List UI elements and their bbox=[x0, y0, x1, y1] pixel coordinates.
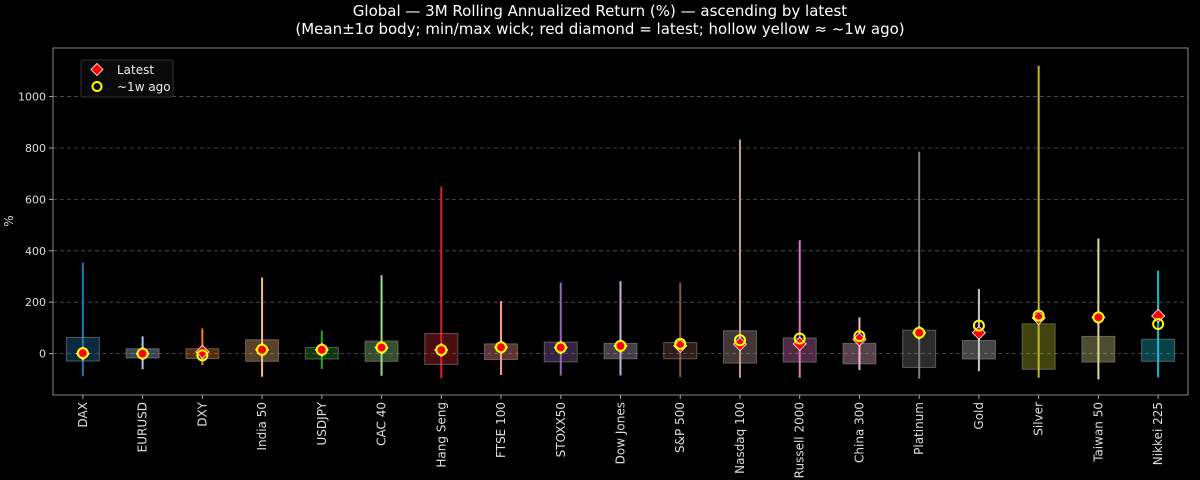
x-tick-label: CAC 40 bbox=[375, 402, 389, 446]
legend-latest-marker-icon bbox=[90, 62, 104, 77]
y-tick-label: 1000 bbox=[18, 91, 46, 104]
candle-dxy bbox=[185, 328, 220, 366]
x-tick-label: FTSE 100 bbox=[494, 402, 508, 458]
candle-dow-jones bbox=[603, 281, 638, 376]
week-ago-marker bbox=[913, 326, 926, 339]
y-tick-label: 200 bbox=[25, 296, 46, 309]
x-tick-label: Dow Jones bbox=[614, 402, 628, 464]
legend-week-ago-label: ~1w ago bbox=[117, 80, 171, 94]
week-ago-marker bbox=[733, 334, 746, 347]
week-ago-marker bbox=[315, 343, 328, 356]
y-tick-label: 400 bbox=[25, 245, 46, 258]
y-tick-label: 800 bbox=[25, 142, 46, 155]
x-tick-label: DXY bbox=[195, 401, 209, 426]
candle-hang-seng bbox=[424, 186, 459, 379]
week-ago-marker bbox=[76, 347, 89, 360]
x-tick-label: Russell 2000 bbox=[793, 402, 807, 478]
x-tick-label: Silver bbox=[1032, 402, 1046, 436]
x-tick-label: Hang Seng bbox=[434, 402, 448, 468]
week-ago-marker bbox=[614, 339, 627, 352]
x-tick-label: Platinum bbox=[912, 402, 926, 455]
x-tick-label: DAX bbox=[76, 402, 90, 427]
week-ago-marker bbox=[435, 344, 448, 357]
body bbox=[1081, 335, 1116, 363]
week-ago-marker bbox=[554, 341, 567, 354]
legend: Latest ~1w ago bbox=[80, 59, 174, 98]
x-tick-label: China 300 bbox=[852, 402, 866, 463]
candle-s-p-500 bbox=[663, 282, 698, 378]
candle-taiwan-50 bbox=[1081, 238, 1116, 380]
week-ago-marker bbox=[793, 332, 806, 345]
week-ago-marker bbox=[853, 330, 866, 343]
week-ago-marker bbox=[495, 341, 508, 354]
candle-china-300 bbox=[842, 317, 877, 371]
legend-latest-label: Latest bbox=[117, 63, 154, 77]
x-tick-label: Nasdaq 100 bbox=[733, 402, 747, 474]
y-axis-label: % bbox=[2, 215, 16, 226]
body bbox=[1021, 323, 1056, 370]
week-ago-marker bbox=[1092, 311, 1105, 324]
week-ago-marker bbox=[196, 349, 209, 362]
candle-gold bbox=[961, 288, 996, 372]
candle-usdjpy bbox=[304, 330, 339, 370]
candle-cac-40 bbox=[364, 275, 399, 376]
candle-india-50 bbox=[245, 277, 280, 377]
week-ago-marker bbox=[1032, 309, 1045, 322]
latest-marker bbox=[195, 344, 210, 359]
legend-week-ago-marker-icon bbox=[91, 81, 103, 92]
candle-stoxx50 bbox=[543, 282, 578, 376]
x-tick-label: S&P 500 bbox=[673, 402, 687, 453]
candle-dax bbox=[65, 262, 100, 377]
y-tick-label: 0 bbox=[39, 348, 46, 361]
week-ago-marker bbox=[136, 347, 149, 360]
x-tick-label: EURUSD bbox=[136, 402, 150, 452]
candle-silver bbox=[1021, 65, 1056, 378]
y-tick-label: 600 bbox=[25, 193, 46, 206]
x-tick-label: Gold bbox=[972, 402, 986, 430]
body bbox=[961, 340, 996, 360]
x-tick-label: STOXX50 bbox=[554, 402, 568, 457]
week-ago-marker bbox=[375, 341, 388, 354]
candle-nasdaq-100 bbox=[722, 139, 757, 378]
x-tick-label: USDJPY bbox=[315, 401, 329, 445]
body bbox=[1141, 338, 1176, 362]
x-tick-label: India 50 bbox=[255, 402, 269, 451]
x-tick-label: Taiwan 50 bbox=[1091, 402, 1105, 463]
week-ago-marker bbox=[1152, 318, 1165, 331]
chart-subtitle: (Mean±1σ body; min/max wick; red diamond… bbox=[295, 20, 904, 38]
candle-russell-2000 bbox=[782, 240, 817, 378]
candle-nikkei-225 bbox=[1141, 270, 1176, 378]
candle-platinum bbox=[902, 151, 937, 379]
week-ago-marker bbox=[256, 343, 269, 356]
week-ago-marker bbox=[972, 319, 985, 332]
candle-eurusd bbox=[125, 336, 160, 370]
x-tick-label: Nikkei 225 bbox=[1151, 402, 1165, 465]
candle-ftse-100 bbox=[484, 301, 519, 375]
chart-title: Global — 3M Rolling Annualized Return (%… bbox=[353, 2, 848, 20]
week-ago-marker bbox=[674, 337, 687, 350]
